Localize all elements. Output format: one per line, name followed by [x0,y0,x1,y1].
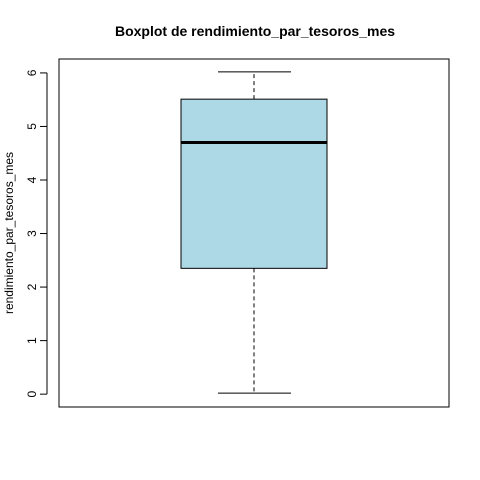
y-axis-label: rendimiento_par_tesoros_mes [2,152,16,314]
y-tick-label: 4 [25,176,39,183]
box-plot [180,71,328,394]
y-tick-label: 3 [25,230,39,237]
y-axis: 0 1 2 3 4 5 6 [25,69,48,397]
plot-frame [58,58,450,408]
y-tick-label: 0 [25,390,39,397]
y-tick-label: 2 [25,283,39,290]
y-tick-label: 5 [25,123,39,130]
chart-title: Boxplot de rendimiento_par_tesoros_mes [115,23,395,39]
y-tick-label: 1 [25,337,39,344]
iqr-box [180,98,328,269]
y-tick-label: 6 [25,69,39,76]
